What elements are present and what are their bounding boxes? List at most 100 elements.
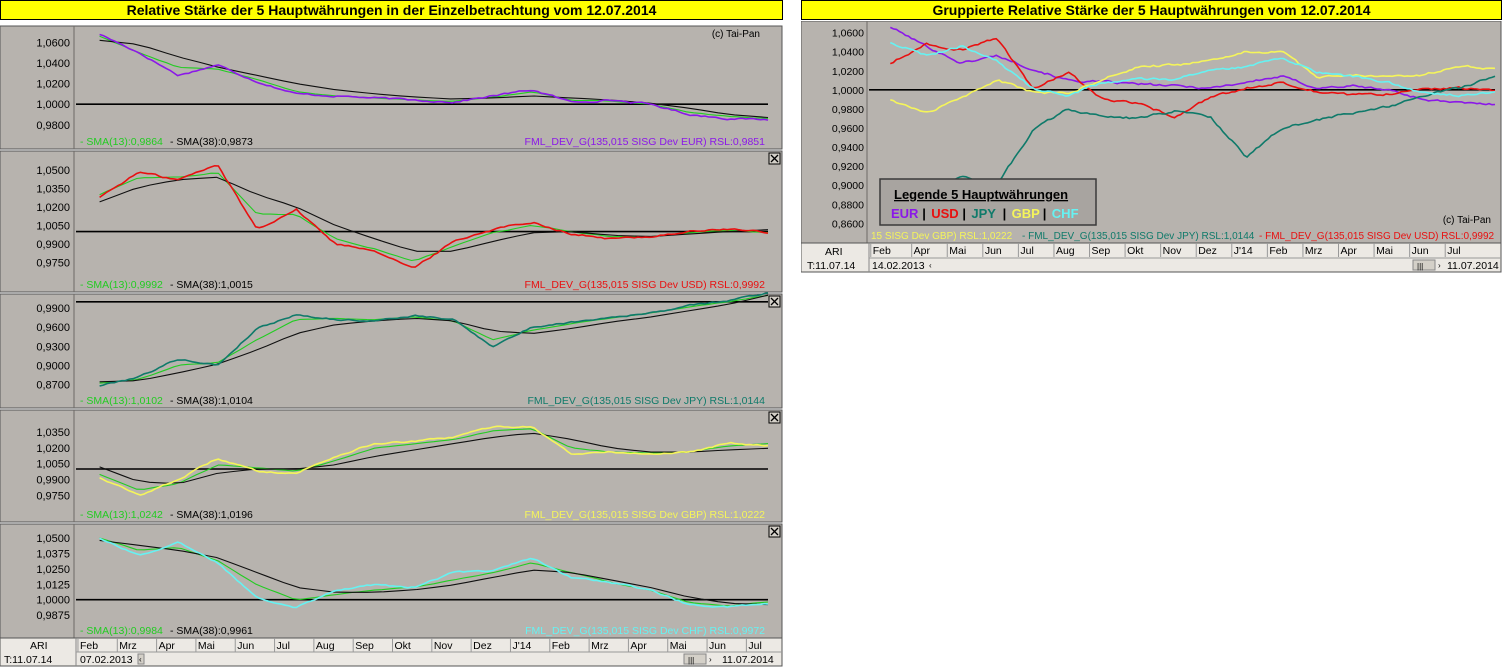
legend-separator: | — [962, 206, 966, 221]
x-tick-label: Mai — [670, 640, 687, 652]
panel-eur: (c) Tai-Pan 1,0600 1,0400 1,0200 1,0000 0,980… — [0, 25, 783, 150]
x-tick-label: Jul — [277, 640, 290, 652]
group-y-tick-label: 0,9200 — [832, 161, 864, 173]
legend-sma13: - SMA(13):0,9864 — [80, 136, 163, 148]
group-y-tick-label: 0,9600 — [832, 123, 864, 135]
x-tick-label: Feb — [552, 640, 570, 652]
copyright-label: (c) Tai-Pan — [712, 29, 760, 40]
right-title: Gruppierte Relative Stärke der 5 Hauptwä… — [801, 0, 1502, 20]
legend-sma38: - SMA(38):0,9961 — [170, 625, 253, 637]
scroll-left-button — [137, 653, 145, 665]
legend-main: FML_DEV_G(135,015 SISG Dev USD) RSL:0,99… — [525, 279, 766, 291]
series-line-main — [99, 539, 769, 606]
single-currency-charts: (c) Tai-Pan 1,0600 1,0400 1,0200 1,0000 0,980… — [0, 21, 783, 667]
y-tick-label: 0,9750 — [36, 490, 70, 502]
group-y-tick-label: 1,0200 — [832, 66, 864, 78]
group-x-tick-label: Mrz — [1305, 245, 1323, 257]
group-footer-end-date: 11.07.2014 — [1447, 260, 1499, 272]
y-tick-label: 0,9600 — [36, 322, 70, 334]
y-tick-label: 1,0600 — [36, 37, 70, 49]
y-tick-label: 1,0050 — [36, 220, 70, 232]
x-tick-label: Dez — [473, 640, 492, 652]
series-line-sma13 — [99, 425, 769, 496]
close-icon-stroke — [770, 413, 779, 422]
y-tick-label: 1,0200 — [36, 202, 70, 214]
x-tick-label: Mrz — [591, 640, 609, 652]
legend-separator: | — [922, 206, 926, 221]
x-tick-label: J'14 — [512, 640, 531, 652]
group-footer-time: T:11.07.14 — [807, 260, 855, 272]
footer-time: T:11.07.14 — [4, 654, 52, 666]
group-x-tick-label: Jul — [1020, 245, 1033, 257]
legend-sma38: - SMA(38):1,0015 — [170, 279, 253, 291]
x-tick-label: Jun — [237, 640, 254, 652]
y-tick-label: 1,0200 — [36, 79, 70, 91]
legend-main: FML_DEV_G(135,015 SISG Dev CHF) RSL:0,99… — [525, 625, 765, 637]
legend-sma13: - SMA(13):1,0102 — [80, 395, 163, 407]
group-y-tick-label: 1,0000 — [832, 85, 864, 97]
scroll-left-arrow: ‹ — [139, 655, 142, 664]
panel-gbp: 1,0350 1,0200 1,0050 0,9900 0,9750 - SMA(13):… — [0, 409, 783, 523]
legend-separator: | — [1043, 206, 1047, 221]
series-line-sma13 — [99, 292, 769, 387]
legend-main: FML_DEV_G(135,015 SISG Dev JPY) RSL:1,01… — [527, 395, 765, 407]
y-tick-label: 1,0400 — [36, 58, 70, 70]
group-status-gbp: 15 SISG Dev GBP) RSL:1,0222 — [871, 231, 1013, 242]
legend-main: FML_DEV_G(135,015 SISG Dev GBP) RSL:1,02… — [525, 509, 766, 521]
group-x-tick-label: Mai — [1376, 245, 1393, 257]
group-series-usd — [890, 37, 1496, 119]
group-y-tick-label: 0,9400 — [832, 142, 864, 154]
y-tick-label: 0,9800 — [36, 120, 70, 132]
legend-item-eur: EUR — [891, 206, 919, 221]
group-footer-start-date: 14.02.2013 — [872, 260, 925, 272]
legend-sma38: - SMA(38):1,0196 — [170, 509, 253, 521]
close-icon-stroke — [770, 154, 779, 163]
group-x-tick-label: Jun — [1412, 245, 1429, 257]
group-x-tick-label: Aug — [1056, 245, 1075, 257]
group-x-tick-label: J'14 — [1234, 245, 1253, 257]
y-tick-label: 1,0500 — [36, 165, 70, 177]
group-x-tick-label: Mai — [949, 245, 966, 257]
series-line-main — [99, 432, 769, 484]
y-tick-label: 1,0125 — [36, 579, 70, 591]
y-tick-label: 1,0375 — [36, 548, 70, 560]
legend-item-usd: USD — [931, 206, 958, 221]
legend-box-title: Legende 5 Hauptwährungen — [894, 187, 1068, 202]
x-tick-label: Apr — [159, 640, 176, 652]
group-y-tick-label: 0,8800 — [832, 199, 864, 211]
series-line-sma13 — [99, 537, 769, 609]
x-tick-label: Jun — [709, 640, 726, 652]
x-tick-label: Aug — [316, 640, 335, 652]
panel-eur-bg — [0, 25, 783, 150]
footer-symbol: ARI — [30, 640, 48, 652]
group-x-tick-label: Dez — [1198, 245, 1217, 257]
series-line-sma13 — [99, 164, 769, 268]
close-icon-stroke — [770, 527, 779, 536]
panel-jpy: 0,9900 0,9600 0,9300 0,9000 0,8700 - SMA(13):… — [0, 292, 783, 409]
group-footer-symbol: ARI — [825, 246, 843, 258]
panel-chf: 1,0500 1,0375 1,0250 1,0125 1,0000 0,9875 - SM… — [0, 523, 783, 639]
group-status-usd: - FML_DEV_G(135,015 SISG Dev USD) RSL:0,… — [1259, 231, 1495, 242]
group-x-tick-label: Apr — [914, 245, 931, 257]
panel-gbp-bg — [0, 409, 783, 523]
x-tick-label: Apr — [630, 640, 647, 652]
legend-box-frame — [879, 178, 1097, 226]
x-tick-label: Nov — [434, 640, 453, 652]
legend-main: FML_DEV_G(135,015 SISG Dev EUR) RSL:0,98… — [525, 136, 766, 148]
y-tick-label: 0,9900 — [36, 239, 70, 251]
group-x-tick-label: Apr — [1341, 245, 1358, 257]
x-tick-label: Sep — [355, 640, 374, 652]
group-scroll-left-arrow: ‹ — [929, 261, 932, 270]
group-scroll-thumb-grip: ||| — [1417, 262, 1423, 271]
group-y-tick-label: 0,9000 — [832, 180, 864, 192]
series-line-sma38 — [99, 428, 769, 490]
x-tick-label: Mai — [198, 640, 215, 652]
y-tick-label: 0,9750 — [36, 257, 70, 269]
group-copyright: (c) Tai-Pan — [1443, 215, 1491, 226]
x-tick-label: Mrz — [119, 640, 137, 652]
group-x-tick-label: Jun — [985, 245, 1002, 257]
y-tick-label: 1,0000 — [36, 99, 70, 111]
y-tick-label: 1,0050 — [36, 459, 70, 471]
group-scroll-right-arrow: › — [1438, 261, 1441, 270]
